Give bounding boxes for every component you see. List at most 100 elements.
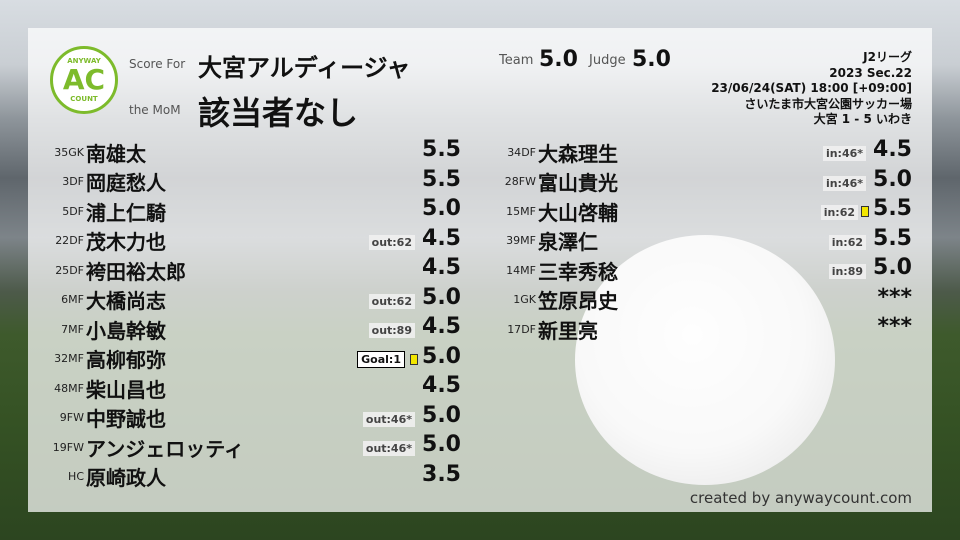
player-position: FW: [66, 440, 84, 454]
match-info: J2リーグ 2023 Sec.22 23/06/24(SAT) 18:00 [+…: [711, 50, 912, 128]
player-name: 小島幹敏: [86, 318, 166, 343]
substitution-badge: in:46*: [822, 175, 866, 191]
league: J2リーグ: [863, 50, 912, 64]
player-number-position: 6MF: [30, 293, 86, 306]
judge-label: Judge: [589, 53, 626, 68]
player-name: 原崎政人: [86, 466, 166, 490]
yellow-card-icon: [410, 353, 418, 365]
player-name: 茂木力也: [86, 230, 166, 254]
player-position: GK: [520, 293, 536, 306]
player-name: 新里亮: [538, 318, 598, 343]
player-name: 泉澤仁: [538, 230, 598, 254]
player-name: 大橋尚志: [86, 289, 166, 313]
player-number-position: 5DF: [30, 205, 86, 218]
player-number-position: 35GK: [30, 146, 86, 159]
logo-text: AC: [62, 63, 106, 96]
player-score: 5.0: [422, 196, 461, 221]
player-score: 5.0: [422, 402, 461, 428]
player-position: DF: [69, 175, 84, 188]
player-position: HC: [68, 470, 84, 483]
player-number: 17: [507, 322, 522, 336]
logo-top-text: ANYWAY: [67, 57, 101, 65]
player-score: 5.5: [422, 137, 461, 162]
player-name: 岡庭愁人: [86, 171, 166, 195]
player-number-position: 1GK: [482, 293, 538, 306]
player-number-position: 48MF: [30, 382, 86, 395]
player-position: DF: [69, 204, 84, 218]
player-row: 25DF 袴田裕太郎: [30, 256, 186, 284]
score-for-label: Score For: [129, 57, 186, 71]
player-row: 35GK 南雄太: [30, 138, 146, 166]
substitution-badge: out:46*: [362, 411, 415, 427]
player-row: 6MF 大橋尚志: [30, 286, 166, 314]
player-name: 高柳郁弥: [86, 348, 166, 372]
player-number-position: 17DF: [482, 323, 538, 336]
player-score: 5.0: [873, 255, 912, 280]
player-number: 34: [507, 145, 522, 159]
player-row: 3DF 岡庭愁人: [30, 168, 166, 196]
player-score: 4.5: [422, 314, 461, 339]
player-row: 19FW アンジェロッティ: [30, 433, 244, 461]
substitution-badge: in:89: [828, 264, 866, 279]
player-position: MF: [520, 263, 536, 277]
mom-label: the MoM: [129, 103, 181, 117]
player-number-position: 22DF: [30, 234, 86, 247]
player-position: DF: [521, 322, 536, 336]
player-position: FW: [518, 175, 536, 188]
player-position: GK: [68, 145, 84, 159]
player-score: 3.5: [422, 461, 461, 487]
anywaycount-logo: ANYWAY AC COUNT: [50, 46, 118, 114]
player-score: 5.5: [873, 196, 912, 221]
player-row: 34DF 大森理生: [482, 138, 618, 166]
substitution-badge: out:46*: [362, 441, 415, 456]
player-number: 19: [52, 440, 67, 454]
player-number-position: 3DF: [30, 175, 86, 188]
player-row: 9FW 中野誠也: [30, 404, 166, 432]
player-row: 48MF 柴山昌也: [30, 374, 166, 402]
player-number-position: 19FW: [30, 441, 86, 454]
player-row: 32MF 高柳郁弥: [30, 345, 166, 373]
player-number-position: 25DF: [30, 264, 86, 277]
logo-bottom-text: COUNT: [70, 95, 98, 103]
player-number: 14: [506, 263, 521, 277]
player-number: 1: [513, 293, 521, 306]
player-number-position: 39MF: [482, 234, 538, 247]
player-name: 袴田裕太郎: [86, 259, 186, 284]
player-position: MF: [520, 204, 536, 218]
player-number-position: 9FW: [30, 411, 86, 424]
player-number-position: 34DF: [482, 146, 538, 159]
player-score: 5.5: [422, 166, 461, 192]
substitution-badge: out:89: [368, 323, 415, 338]
player-number: 39: [506, 234, 521, 247]
player-number: 15: [506, 204, 521, 218]
player-name: 三幸秀稔: [538, 259, 618, 284]
player-score: ***: [877, 314, 912, 339]
player-position: MF: [68, 293, 84, 306]
player-number-position: 32MF: [30, 352, 86, 365]
substitution-badge: out:62: [368, 293, 415, 309]
player-position: MF: [68, 381, 84, 395]
player-number: 6: [61, 293, 69, 306]
player-name: 南雄太: [86, 141, 146, 166]
player-row: HC 原崎政人: [30, 463, 166, 491]
player-number-position: 15MF: [482, 205, 538, 218]
substitution-badge: in:62: [820, 205, 858, 220]
player-name: 中野誠也: [86, 407, 166, 431]
player-number: 32: [54, 352, 69, 365]
player-score: 4.5: [873, 137, 912, 162]
mom-value: 該当者なし: [198, 94, 359, 132]
team-label: Team: [499, 53, 534, 68]
goal-badge: Goal:1: [357, 350, 405, 368]
player-number: 25: [55, 263, 70, 277]
player-position: DF: [69, 234, 84, 247]
section: 2023 Sec.22: [829, 65, 912, 80]
player-row: 5DF 浦上仁騎: [30, 197, 166, 225]
result: 大宮 1 - 5 いわき: [813, 112, 912, 126]
player-row: 14MF 三幸秀稔: [482, 256, 618, 284]
player-number: 3: [62, 175, 70, 188]
player-number-position: 14MF: [482, 264, 538, 277]
player-name: 浦上仁騎: [86, 200, 166, 225]
player-row: 7MF 小島幹敏: [30, 315, 166, 343]
score-panel: [28, 28, 932, 512]
substitution-badge: in:62: [828, 234, 866, 250]
